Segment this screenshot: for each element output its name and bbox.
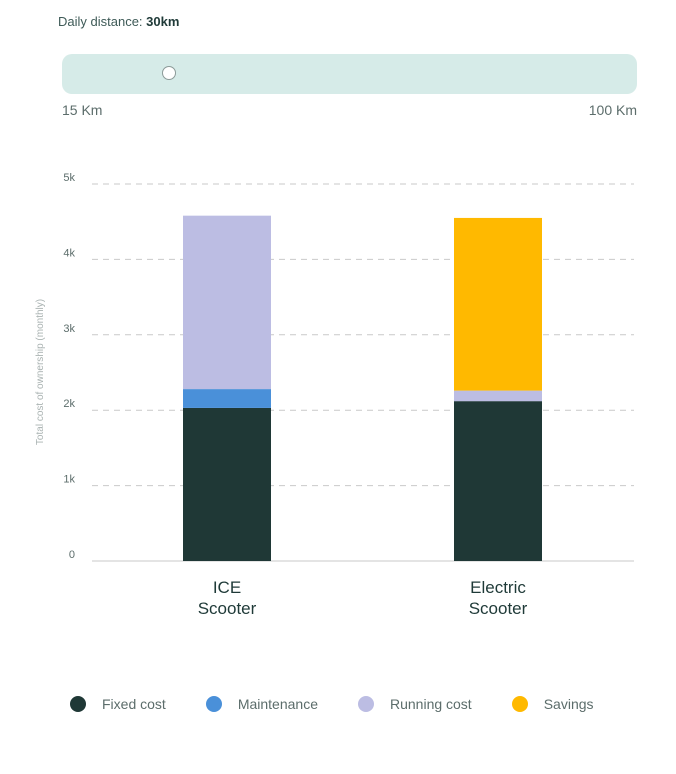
distance-slider-thumb[interactable] [161, 66, 176, 80]
daily-distance-caption: Daily distance: [58, 14, 143, 29]
daily-distance-label: Daily distance: 30km [58, 14, 179, 29]
legend-label: Fixed cost [102, 696, 166, 712]
tco-chart: 0 1k 2k 3k 4k 5k Total cost of ownership (mont… [35, 172, 634, 618]
distance-slider[interactable] [62, 54, 637, 94]
x-tick-label: Electric [470, 578, 526, 597]
x-tick-label: Scooter [198, 599, 257, 618]
bar-segment-savings [454, 217, 542, 391]
bar-segment-maintenance [183, 389, 271, 408]
legend-swatch [205, 696, 222, 712]
legend-label: Savings [543, 696, 594, 712]
legend-label: Running cost [389, 696, 472, 712]
slider-min-label: 15 Km [62, 102, 103, 118]
y-tick-label: 5k [63, 172, 75, 184]
legend-item: Fixed cost [70, 696, 166, 712]
legend-swatch [357, 696, 374, 712]
bar-segment-fixed-cost [454, 401, 542, 561]
y-tick-label: 1k [63, 474, 75, 486]
y-tick-label: 4k [63, 247, 75, 259]
slider-max-label: 100 Km [588, 102, 637, 118]
y-tick-label: 2k [63, 398, 75, 410]
chart-legend: Fixed cost Maintenance Running cost Savings [70, 696, 634, 712]
y-tick-label: 3k [63, 323, 75, 335]
legend-item: Savings [511, 696, 594, 712]
legend-item: Maintenance [205, 696, 318, 712]
legend-swatch [511, 696, 528, 712]
legend-item: Running cost [357, 696, 472, 712]
y-axis-label: Total cost of ownership (monthly) [35, 299, 46, 445]
bar-segment-running-cost [454, 390, 542, 402]
legend-swatch [70, 696, 86, 712]
bar-segment-running-cost [183, 215, 271, 390]
bar-segment-fixed-cost [183, 407, 271, 561]
daily-distance-value: 30km [146, 14, 180, 29]
y-tick-label: 0 [69, 549, 75, 561]
x-tick-label: ICE [213, 578, 241, 597]
x-tick-label: Scooter [469, 599, 528, 618]
legend-label: Maintenance [237, 696, 318, 712]
